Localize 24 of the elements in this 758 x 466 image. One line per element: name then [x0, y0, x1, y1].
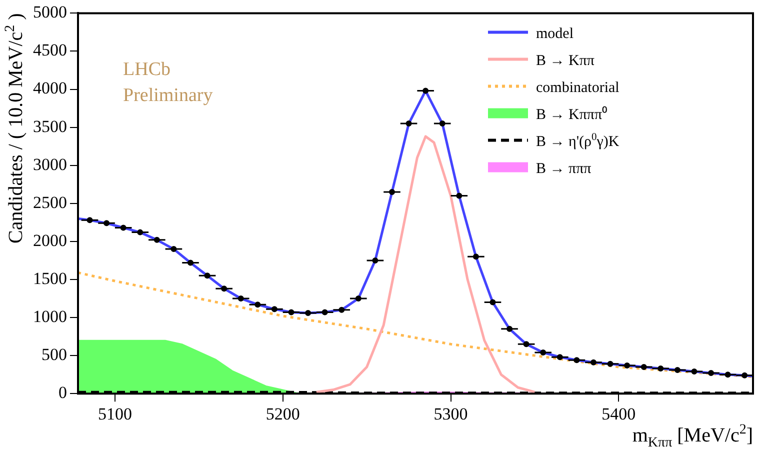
x-tick-label: 5200 — [266, 404, 300, 424]
legend-label: B → Kπππ⁰ — [536, 106, 608, 124]
legend-label: model — [536, 26, 574, 42]
y-tick-label: 4500 — [33, 40, 67, 60]
x-tick-label: 5400 — [602, 404, 636, 424]
annotation: LHCb — [123, 59, 170, 80]
x-tick-label: 5300 — [434, 404, 468, 424]
y-tick-label: 3000 — [33, 154, 67, 174]
legend-label: B → πππ — [536, 161, 592, 178]
y-tick-label: 1500 — [33, 268, 67, 288]
x-tick-label: 5100 — [98, 404, 132, 424]
y-tick-label: 1000 — [33, 306, 67, 326]
annotation: Preliminary — [123, 85, 214, 106]
y-tick-label: 500 — [42, 345, 67, 364]
y-tick-label: 0 — [58, 383, 67, 402]
y-tick-label: 2000 — [33, 230, 67, 250]
legend-label: B → Kππ — [536, 53, 595, 70]
y-tick-label: 4000 — [33, 78, 67, 98]
legend-label: combinatorial — [536, 80, 620, 96]
y-tick-label: 5000 — [33, 2, 67, 22]
y-tick-label: 2500 — [33, 192, 67, 212]
line-series — [78, 271, 753, 378]
y-axis-title: Candidates / ( 10.0 MeV/c2 ) — [3, 13, 27, 244]
y-tick-label: 3500 — [33, 116, 67, 136]
